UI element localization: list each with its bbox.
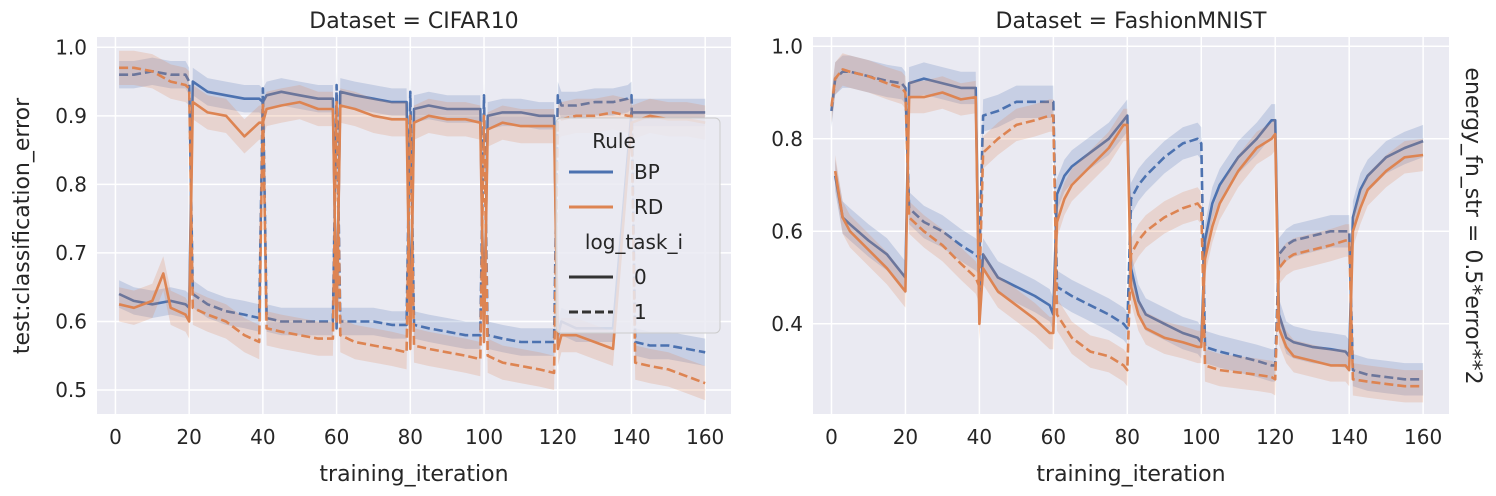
legend-label-bp: BP <box>634 160 660 184</box>
panel-fashionmnist: 0 20 40 60 80 100 120 140 160 0.4 0.6 0.8 1.0 Datas… <box>771 9 1485 487</box>
legend-label-task-1: 1 <box>634 300 647 324</box>
x-tick-label: 140 <box>612 425 650 449</box>
panel-title-fashionmnist: Dataset = FashionMNIST <box>996 9 1268 34</box>
series-line-rd-task-1 <box>119 66 706 385</box>
legend-label-task-0: 0 <box>634 265 647 289</box>
x-tick-label: 40 <box>250 425 275 449</box>
y-tick-label: 0.5 <box>55 378 87 402</box>
y-axis-label: test:classification_error <box>10 97 35 354</box>
y-tick-labels-fashionmnist: 0.4 0.6 0.8 1.0 <box>771 34 803 336</box>
y-tick-label: 0.6 <box>771 219 803 243</box>
y-tick-label: 0.8 <box>55 172 87 196</box>
x-tick-label: 60 <box>1041 425 1066 449</box>
legend-label-rd: RD <box>634 195 663 219</box>
x-tick-label: 160 <box>686 425 724 449</box>
x-tick-label: 0 <box>825 425 838 449</box>
x-tick-label: 80 <box>1115 425 1140 449</box>
series-fashionmnist <box>830 53 1424 403</box>
y-tick-label: 0.9 <box>55 104 87 128</box>
x-tick-label: 40 <box>967 425 992 449</box>
y-tick-label: 0.7 <box>55 241 87 265</box>
x-tick-label: 120 <box>1256 425 1294 449</box>
x-tick-label: 120 <box>539 425 577 449</box>
x-tick-label: 60 <box>324 425 349 449</box>
x-tick-label: 100 <box>1182 425 1220 449</box>
legend-title-rule: Rule <box>592 129 636 153</box>
x-axis-label-fashionmnist: training_iteration <box>1036 462 1225 487</box>
ci-band-rd-task-1 <box>831 53 1424 403</box>
series-line-rd-task-0 <box>118 100 706 351</box>
y-tick-labels-cifar10: 0.5 0.6 0.7 0.8 0.9 1.0 <box>55 35 87 402</box>
x-tick-label: 100 <box>465 425 503 449</box>
series-line-bp-task-1 <box>119 70 706 354</box>
x-tick-labels-fashionmnist: 0 20 40 60 80 100 120 140 160 <box>825 425 1442 449</box>
x-tick-label: 0 <box>109 425 122 449</box>
series-line-bp-task-1 <box>830 70 1424 381</box>
y-tick-label: 0.4 <box>771 312 803 336</box>
row-facet-label: energy_fn_str = 0.5*error**2 <box>1460 67 1485 384</box>
y-tick-label: 0.8 <box>771 127 803 151</box>
x-tick-label: 20 <box>893 425 918 449</box>
x-axis-label-cifar10: training_iteration <box>319 462 508 487</box>
y-tick-label: 1.0 <box>771 34 803 58</box>
series-line-rd-task-1 <box>830 68 1424 388</box>
legend-title-log-task: log_task_i <box>585 230 683 254</box>
x-tick-label: 160 <box>1404 425 1442 449</box>
y-tick-label: 1.0 <box>55 35 87 59</box>
x-tick-label: 80 <box>398 425 423 449</box>
y-tick-label: 0.6 <box>55 309 87 333</box>
x-tick-label: 20 <box>176 425 201 449</box>
legend: Rule BP RD log_task_i 0 1 <box>555 117 721 334</box>
x-tick-label: 140 <box>1330 425 1368 449</box>
x-tick-labels-cifar10: 0 20 40 60 80 100 120 140 160 <box>109 425 724 449</box>
panel-title-cifar10: Dataset = CIFAR10 <box>309 9 518 34</box>
